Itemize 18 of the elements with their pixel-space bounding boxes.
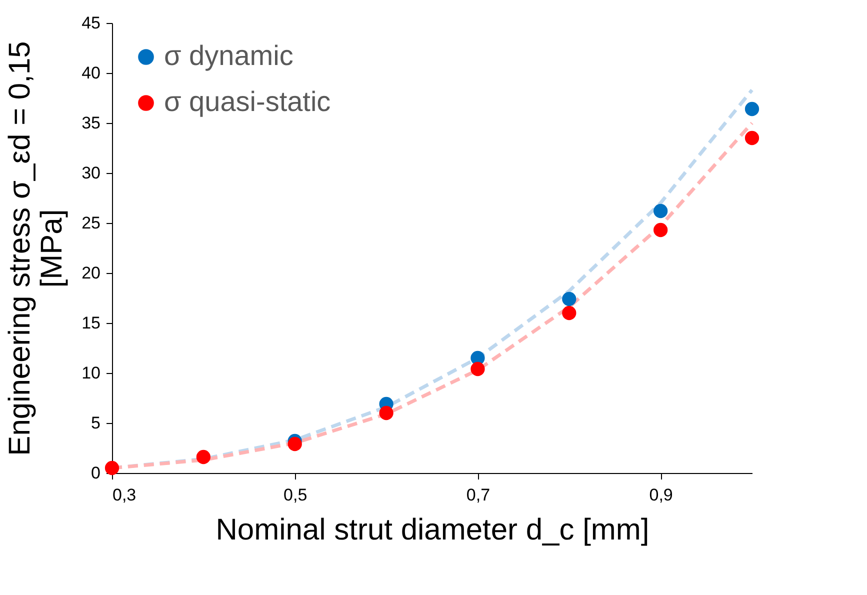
y-tick-label: 45 [82,14,100,32]
x-tick-label: 0,5 [284,486,308,504]
y-tick-label: 25 [82,214,100,232]
x-axis-title: Nominal strut diameter d_c [mm] [216,514,650,546]
y-axis-title: Engineering stress σ_εd = 0,15 [MPa] [4,41,69,456]
y-tick-label: 30 [82,164,100,182]
y-tick-label: 40 [82,64,100,82]
y-tick-label: 10 [82,364,100,382]
y-tick-label: 35 [82,114,100,132]
x-tick-label: 0,3 [112,486,136,504]
y-tick-label: 5 [91,414,100,432]
legend-label: σ dynamic [164,40,294,71]
x-tick-label: 0,7 [466,486,490,504]
legend-label: σ quasi-static [164,86,331,117]
y-tick-label: 15 [82,314,100,332]
y-tick-label: 0 [91,464,100,482]
y-tick-label: 20 [82,264,100,282]
x-tick-label: 0,9 [649,486,673,504]
